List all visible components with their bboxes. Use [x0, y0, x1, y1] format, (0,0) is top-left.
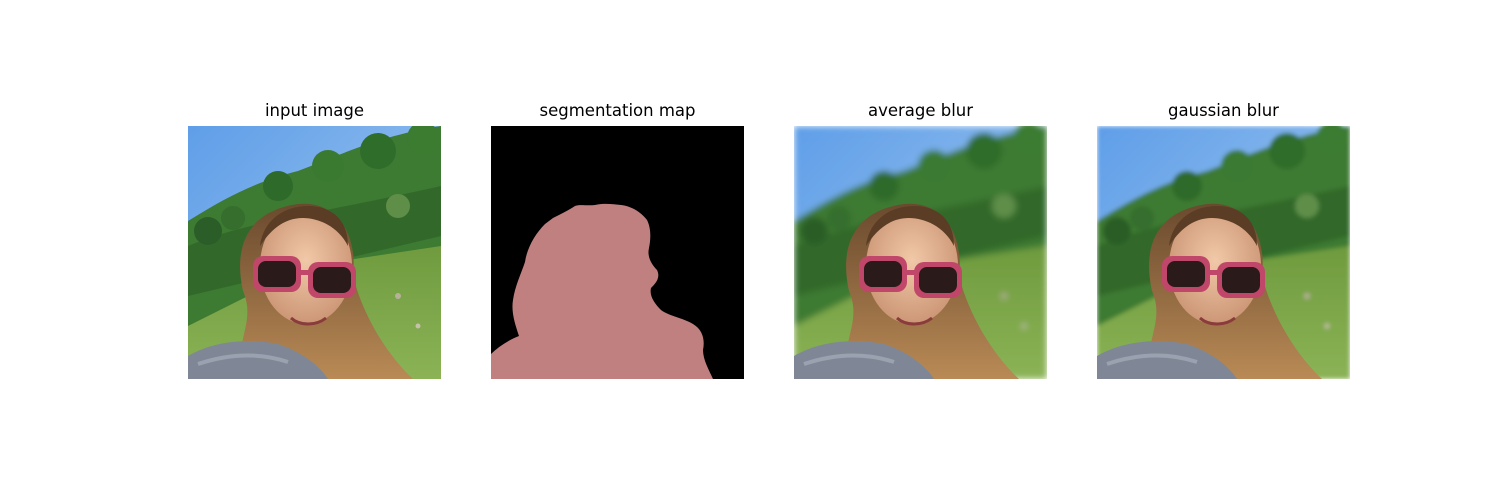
panel-segmentation-map: segmentation map	[491, 100, 744, 379]
segmentation-map-image	[491, 126, 744, 379]
panel-title: average blur	[867, 101, 974, 120]
panel-title: gaussian blur	[1168, 101, 1279, 120]
mask-person	[491, 203, 713, 379]
panel-average-blur: average blur	[794, 100, 1047, 379]
average-blur-image	[794, 126, 1047, 379]
panel-input-image: input image	[188, 100, 441, 379]
panel-gaussian-blur: gaussian blur	[1097, 100, 1350, 379]
input-image	[188, 126, 441, 379]
panel-title: input image	[264, 101, 365, 120]
gaussian-blur-image	[1097, 126, 1350, 379]
panel-title: segmentation map	[539, 101, 696, 120]
